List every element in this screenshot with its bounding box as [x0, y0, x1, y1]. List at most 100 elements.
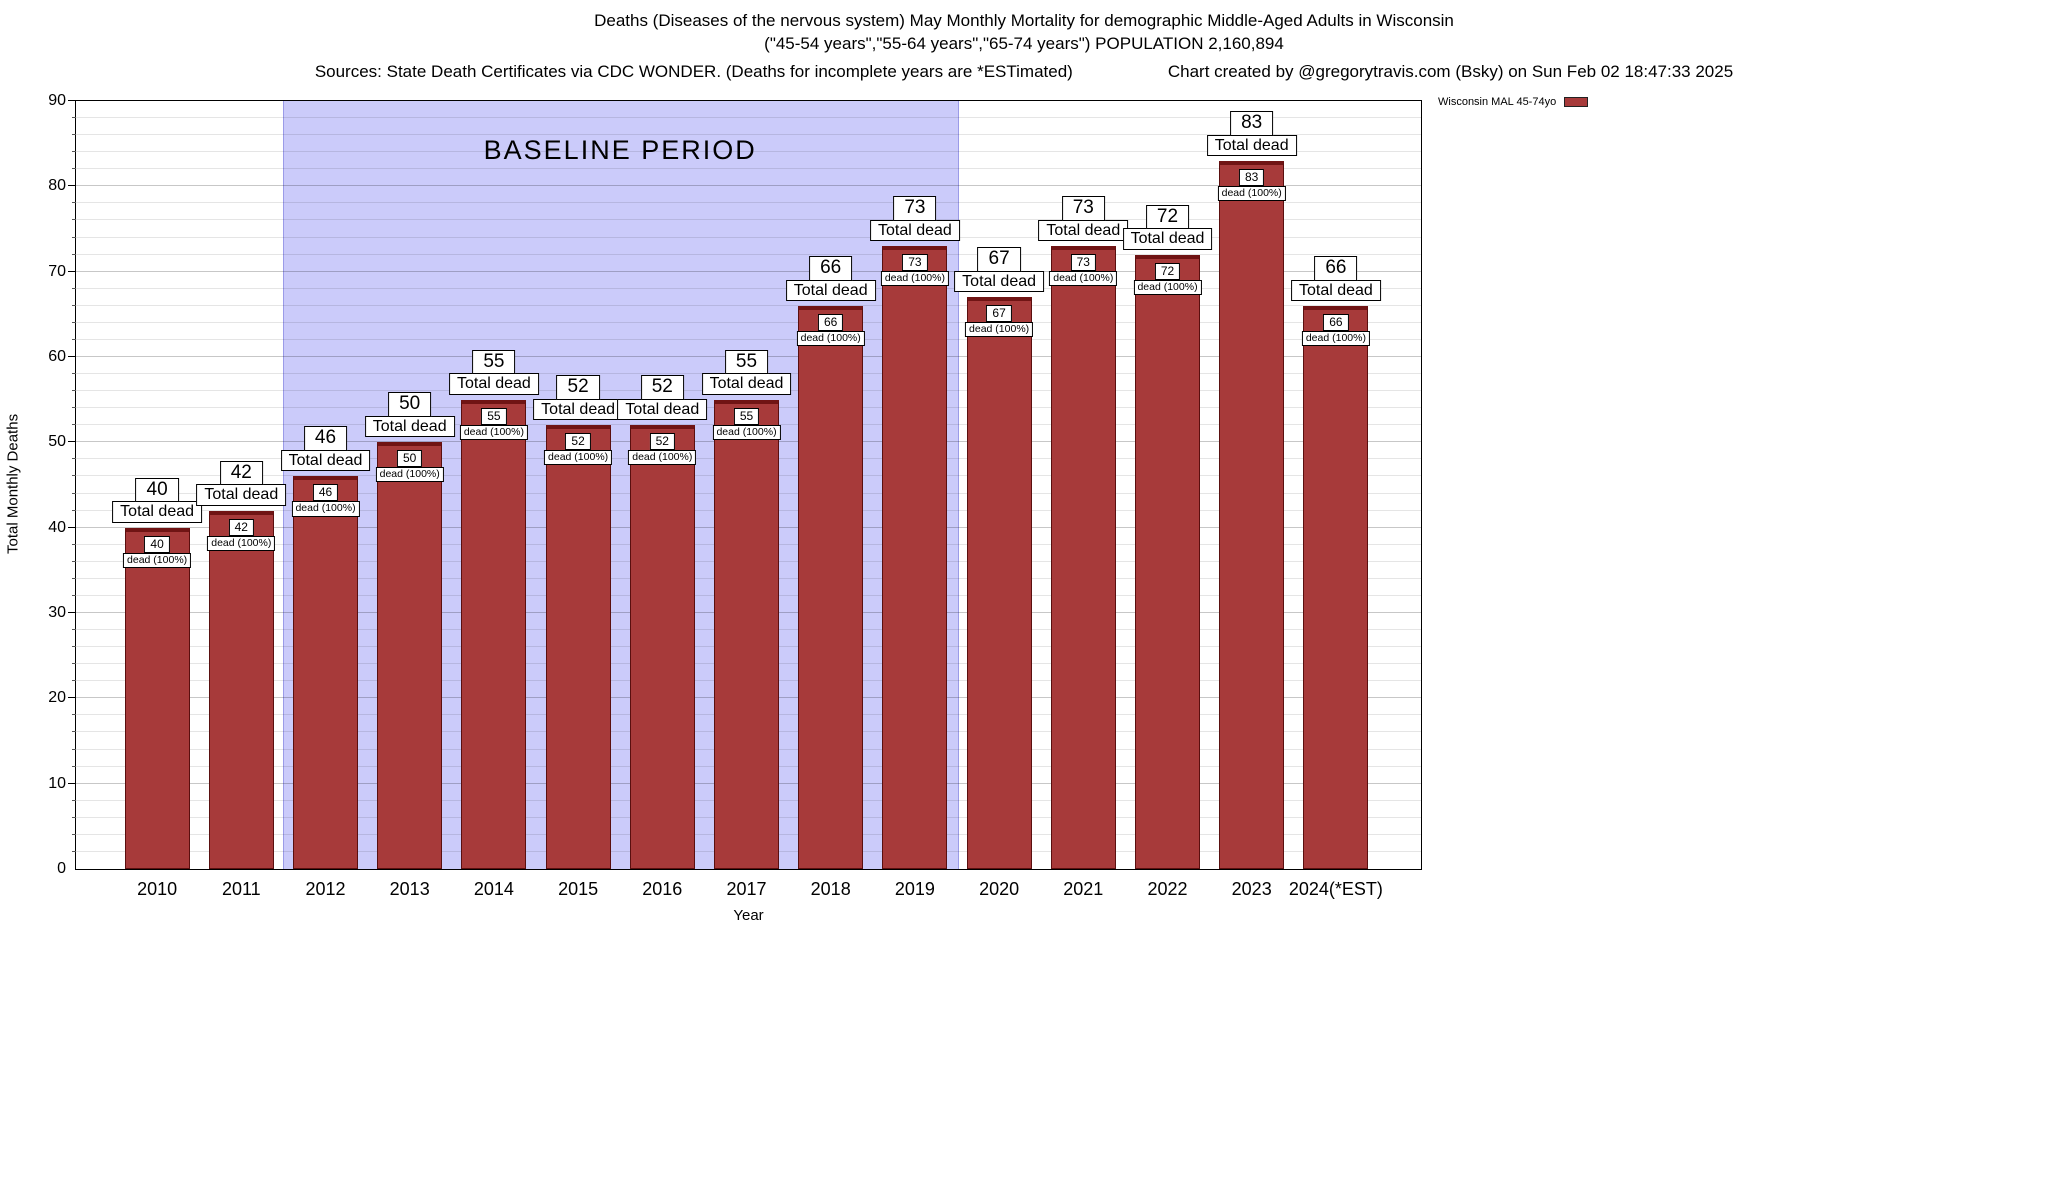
- bar: [124, 527, 190, 869]
- x-tick-label: 2015: [558, 879, 599, 899]
- bar-inner-label: 55 dead (100%): [712, 406, 781, 440]
- x-tick-label: 2013: [389, 879, 430, 899]
- bar-inner-label: 72 dead (100%): [1133, 261, 1202, 295]
- y-tick-mark: [72, 151, 76, 153]
- bar-inner-text: dead (100%): [1133, 279, 1202, 295]
- bar-total-text: Total dead: [701, 373, 792, 395]
- bar: [293, 476, 358, 869]
- x-tick-label: 2022: [1147, 879, 1188, 899]
- bar-inner-label: 66 dead (100%): [1301, 312, 1370, 346]
- bar-total-label: 55 Total dead: [448, 349, 539, 395]
- bar-inner-value: 55: [481, 407, 507, 425]
- bar-total-value: 46: [303, 426, 348, 452]
- y-tick-mark: [72, 202, 76, 204]
- legend-swatch: [1564, 97, 1589, 107]
- bar: [208, 510, 274, 869]
- bar-total-text: Total dead: [112, 501, 203, 523]
- bar-inner-value: 66: [818, 313, 844, 331]
- bar-inner-value: 52: [565, 433, 591, 451]
- bar-inner-label: 73 dead (100%): [880, 252, 949, 287]
- bar-inner-label: 40 dead (100%): [123, 534, 192, 568]
- y-tick-mark: [72, 219, 76, 221]
- bar-total-label: 46 Total dead: [280, 426, 371, 472]
- y-tick-mark: [72, 475, 76, 477]
- y-tick-mark: [68, 697, 76, 699]
- bar-total-value: 73: [893, 196, 937, 221]
- y-tick-mark: [72, 594, 76, 596]
- bar-total-label: 50 Total dead: [364, 392, 455, 438]
- y-tick-mark: [72, 236, 76, 238]
- legend: Wisconsin MAL 45-74yo: [1438, 96, 1589, 108]
- bar: [882, 246, 948, 869]
- y-tick-mark: [72, 407, 76, 409]
- y-tick-mark: [68, 526, 76, 528]
- bar-total-label: 40 Total dead: [112, 477, 203, 523]
- bar: [461, 399, 527, 869]
- x-tick-label: 2021: [1063, 879, 1104, 899]
- bar-total-label: 42 Total dead: [196, 460, 287, 506]
- bar-inner-value: 72: [1154, 262, 1181, 280]
- bar-total-text: Total dead: [617, 399, 708, 421]
- bar-total-value: 55: [472, 349, 516, 375]
- x-axis-title: Year: [733, 907, 764, 924]
- bar-total-value: 50: [388, 392, 432, 418]
- bar-total-label: 67 Total dead: [954, 247, 1045, 293]
- bar-inner-text: dead (100%): [712, 424, 781, 440]
- y-tick-mark: [72, 833, 76, 835]
- y-tick-mark: [72, 714, 76, 716]
- chart-credit: Chart created by @gregorytravis.com (Bsk…: [1167, 61, 1734, 81]
- bar-total-text: Total dead: [364, 416, 455, 438]
- chart-source-line: Sources: State Death Certificates via CD…: [0, 61, 2048, 82]
- bar-inner-text: dead (100%): [1301, 330, 1370, 346]
- bar-total-label: 73 Total dead: [1038, 196, 1129, 242]
- bar-inner-text: dead (100%): [459, 424, 528, 440]
- y-tick-mark: [72, 560, 76, 562]
- bar: [545, 425, 611, 869]
- y-tick-mark: [68, 100, 76, 101]
- bar-total-value: 67: [977, 247, 1021, 273]
- y-tick-label: 60: [48, 348, 66, 365]
- y-tick-mark: [72, 168, 76, 170]
- y-tick-mark: [68, 612, 76, 613]
- bar-inner-label: 46 dead (100%): [291, 482, 360, 517]
- bar-total-value: 66: [1314, 255, 1358, 281]
- y-tick-mark: [72, 287, 76, 289]
- bar-total-label: 52 Total dead: [533, 375, 624, 421]
- y-tick-mark: [72, 321, 76, 323]
- y-tick-mark: [72, 816, 76, 818]
- bar-inner-value: 46: [312, 484, 339, 502]
- x-tick-label: 2016: [642, 879, 683, 899]
- bar-total-value: 66: [809, 255, 853, 281]
- y-tick-mark: [72, 424, 76, 426]
- bar-total-text: Total dead: [869, 219, 960, 242]
- y-tick-label: 90: [48, 92, 66, 109]
- y-tick-mark: [68, 185, 76, 187]
- bar: [966, 297, 1032, 869]
- x-tick-label: 2011: [221, 879, 261, 899]
- bar-inner-label: 66 dead (100%): [796, 312, 865, 346]
- y-tick-label: 20: [48, 689, 66, 707]
- x-tick-label: 2014: [473, 879, 514, 899]
- y-tick-mark: [72, 731, 76, 733]
- bar-inner-text: dead (100%): [375, 467, 444, 483]
- bar-total-text: Total dead: [196, 484, 287, 506]
- bar-inner-value: 40: [144, 535, 170, 553]
- bar: [1050, 246, 1116, 869]
- bar-total-value: 72: [1145, 204, 1190, 230]
- chart-sources: Sources: State Death Certificates via CD…: [314, 61, 1073, 81]
- bar-total-label: 73 Total dead: [869, 196, 960, 242]
- y-tick-mark: [72, 629, 76, 631]
- bar-inner-text: dead (100%): [880, 271, 949, 287]
- y-tick-mark: [72, 680, 76, 682]
- y-tick-label: 10: [48, 774, 66, 792]
- bar-total-text: Total dead: [785, 279, 876, 301]
- x-tick-label: 2019: [894, 879, 935, 899]
- y-tick-label: 50: [48, 433, 66, 451]
- y-tick-mark: [72, 765, 76, 767]
- bar-inner-label: 55 dead (100%): [459, 406, 528, 440]
- bar: [1303, 305, 1369, 869]
- y-tick-mark: [72, 646, 76, 648]
- bar: [1135, 254, 1200, 869]
- bar-inner-value: 52: [649, 433, 675, 451]
- chart-header: Deaths (Diseases of the nervous system) …: [0, 10, 2048, 82]
